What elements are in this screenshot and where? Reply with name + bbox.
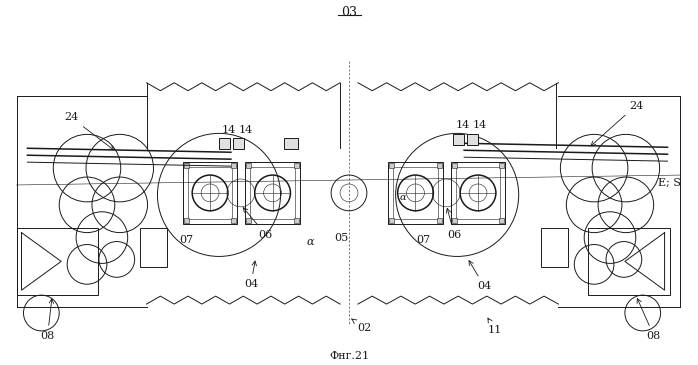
- Bar: [233, 138, 244, 149]
- Text: 24: 24: [64, 112, 114, 150]
- Text: 14: 14: [239, 125, 253, 135]
- Bar: [451, 162, 505, 224]
- Bar: [184, 218, 188, 223]
- Bar: [232, 218, 237, 223]
- Bar: [246, 163, 251, 168]
- Text: 14: 14: [222, 125, 236, 135]
- Bar: [452, 163, 456, 168]
- Text: α: α: [306, 237, 314, 246]
- Text: 02: 02: [352, 319, 371, 333]
- Bar: [540, 228, 568, 267]
- Text: 05: 05: [334, 233, 348, 243]
- Text: 06: 06: [243, 208, 273, 239]
- Text: E; S: E; S: [658, 178, 681, 188]
- Bar: [393, 166, 438, 219]
- Text: 14: 14: [473, 120, 487, 130]
- Bar: [499, 218, 505, 223]
- Text: 14: 14: [456, 120, 470, 130]
- Bar: [437, 218, 442, 223]
- Bar: [188, 166, 232, 219]
- Bar: [467, 134, 478, 145]
- Text: α: α: [399, 193, 406, 202]
- Bar: [246, 218, 251, 223]
- Bar: [452, 218, 456, 223]
- Bar: [456, 166, 500, 219]
- Bar: [453, 134, 464, 145]
- Text: 08: 08: [637, 299, 661, 341]
- Bar: [389, 163, 394, 168]
- Bar: [140, 228, 168, 267]
- Text: Фнг.21: Фнг.21: [329, 351, 369, 361]
- Text: 04: 04: [244, 261, 258, 289]
- Text: 24: 24: [591, 101, 643, 146]
- Bar: [17, 228, 98, 295]
- Text: 07: 07: [179, 235, 193, 245]
- Bar: [184, 163, 188, 168]
- Text: 03: 03: [341, 6, 357, 19]
- Bar: [183, 162, 237, 224]
- Bar: [588, 228, 669, 295]
- Bar: [389, 218, 394, 223]
- Bar: [245, 162, 300, 224]
- Bar: [219, 138, 230, 149]
- Bar: [499, 163, 505, 168]
- Bar: [232, 163, 237, 168]
- Text: 04: 04: [469, 261, 491, 291]
- Text: 07: 07: [417, 235, 431, 245]
- Text: 11: 11: [488, 318, 502, 335]
- Text: 06: 06: [446, 208, 461, 239]
- Bar: [294, 163, 299, 168]
- Bar: [251, 166, 295, 219]
- Text: 08: 08: [40, 299, 54, 341]
- Bar: [437, 163, 442, 168]
- Bar: [388, 162, 443, 224]
- Bar: [285, 138, 298, 149]
- Bar: [294, 218, 299, 223]
